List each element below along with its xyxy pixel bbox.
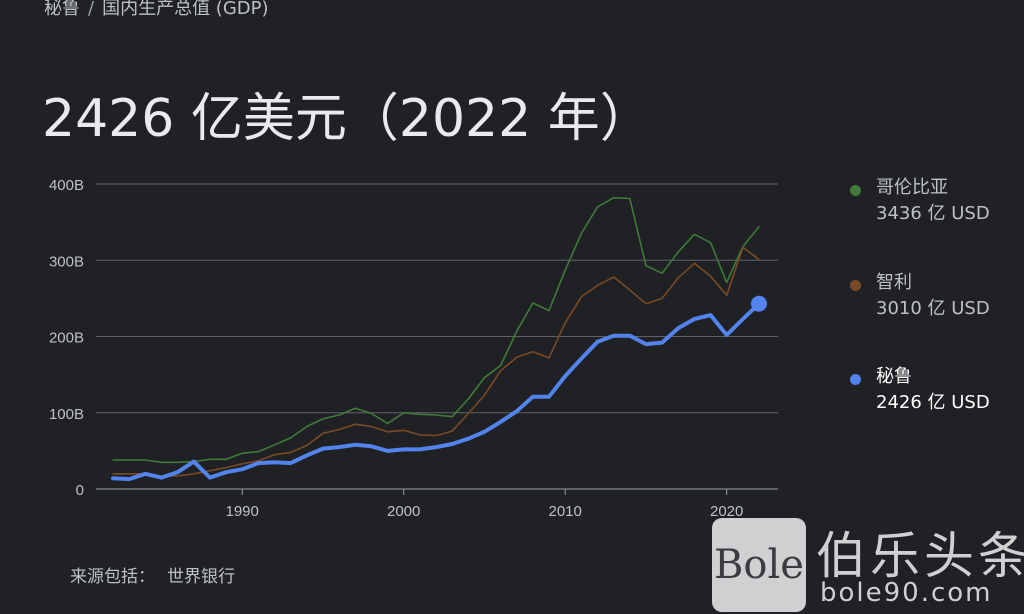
source-note: 来源包括： 世界银行	[70, 562, 247, 587]
breadcrumb: 秘鲁 / 国内生产总值 (GDP)	[44, 0, 269, 24]
legend-value-chile: 3010 亿 USD	[876, 298, 990, 319]
legend-dot-colombia	[850, 185, 861, 196]
breadcrumb-country[interactable]: 秘鲁	[44, 0, 80, 19]
series-line-2	[111, 301, 761, 482]
y-tick-label: 200B	[49, 330, 84, 347]
y-tick-label: 300B	[49, 253, 84, 270]
breadcrumb-indicator: 国内生产总值 (GDP)	[102, 0, 269, 19]
endpoint-marker	[751, 295, 767, 312]
legend-dot-peru	[850, 374, 861, 385]
gdp-line-chart: 0 100B 200B 300B 400B 1990 2000 2010 2020	[49, 177, 778, 520]
legend-name-colombia: 哥伦比亚	[876, 177, 948, 198]
y-tick-label: 0	[76, 482, 84, 499]
legend-value-colombia: 3436 亿 USD	[876, 203, 990, 224]
source-label: 来源包括：	[70, 567, 155, 587]
x-tick-label: 2010	[549, 503, 582, 520]
x-tick-label: 2000	[387, 503, 420, 520]
x-tick-label: 2020	[710, 503, 743, 520]
legend-value-peru: 2426 亿 USD	[876, 392, 990, 413]
legend-name-chile: 智利	[876, 272, 912, 293]
series-line-1	[112, 246, 760, 477]
watermark-logo-icon: Bole	[712, 518, 806, 612]
legend-dot-chile	[850, 280, 861, 291]
y-tick-label: 400B	[49, 177, 84, 194]
legend-name-peru: 秘鲁	[876, 366, 912, 387]
watermark-url: bole90.com	[820, 578, 993, 608]
x-tick-label: 1990	[226, 503, 259, 520]
headline-value: 2426 亿美元（2022 年）	[42, 89, 652, 149]
series-line-0	[112, 196, 760, 464]
y-tick-label: 100B	[49, 406, 84, 423]
source-link[interactable]: 世界银行	[167, 567, 235, 587]
watermark: Bole 伯乐头条 bole90.com	[712, 516, 1024, 614]
watermark-site-name: 伯乐头条	[816, 527, 1024, 585]
breadcrumb-separator: /	[88, 0, 95, 19]
